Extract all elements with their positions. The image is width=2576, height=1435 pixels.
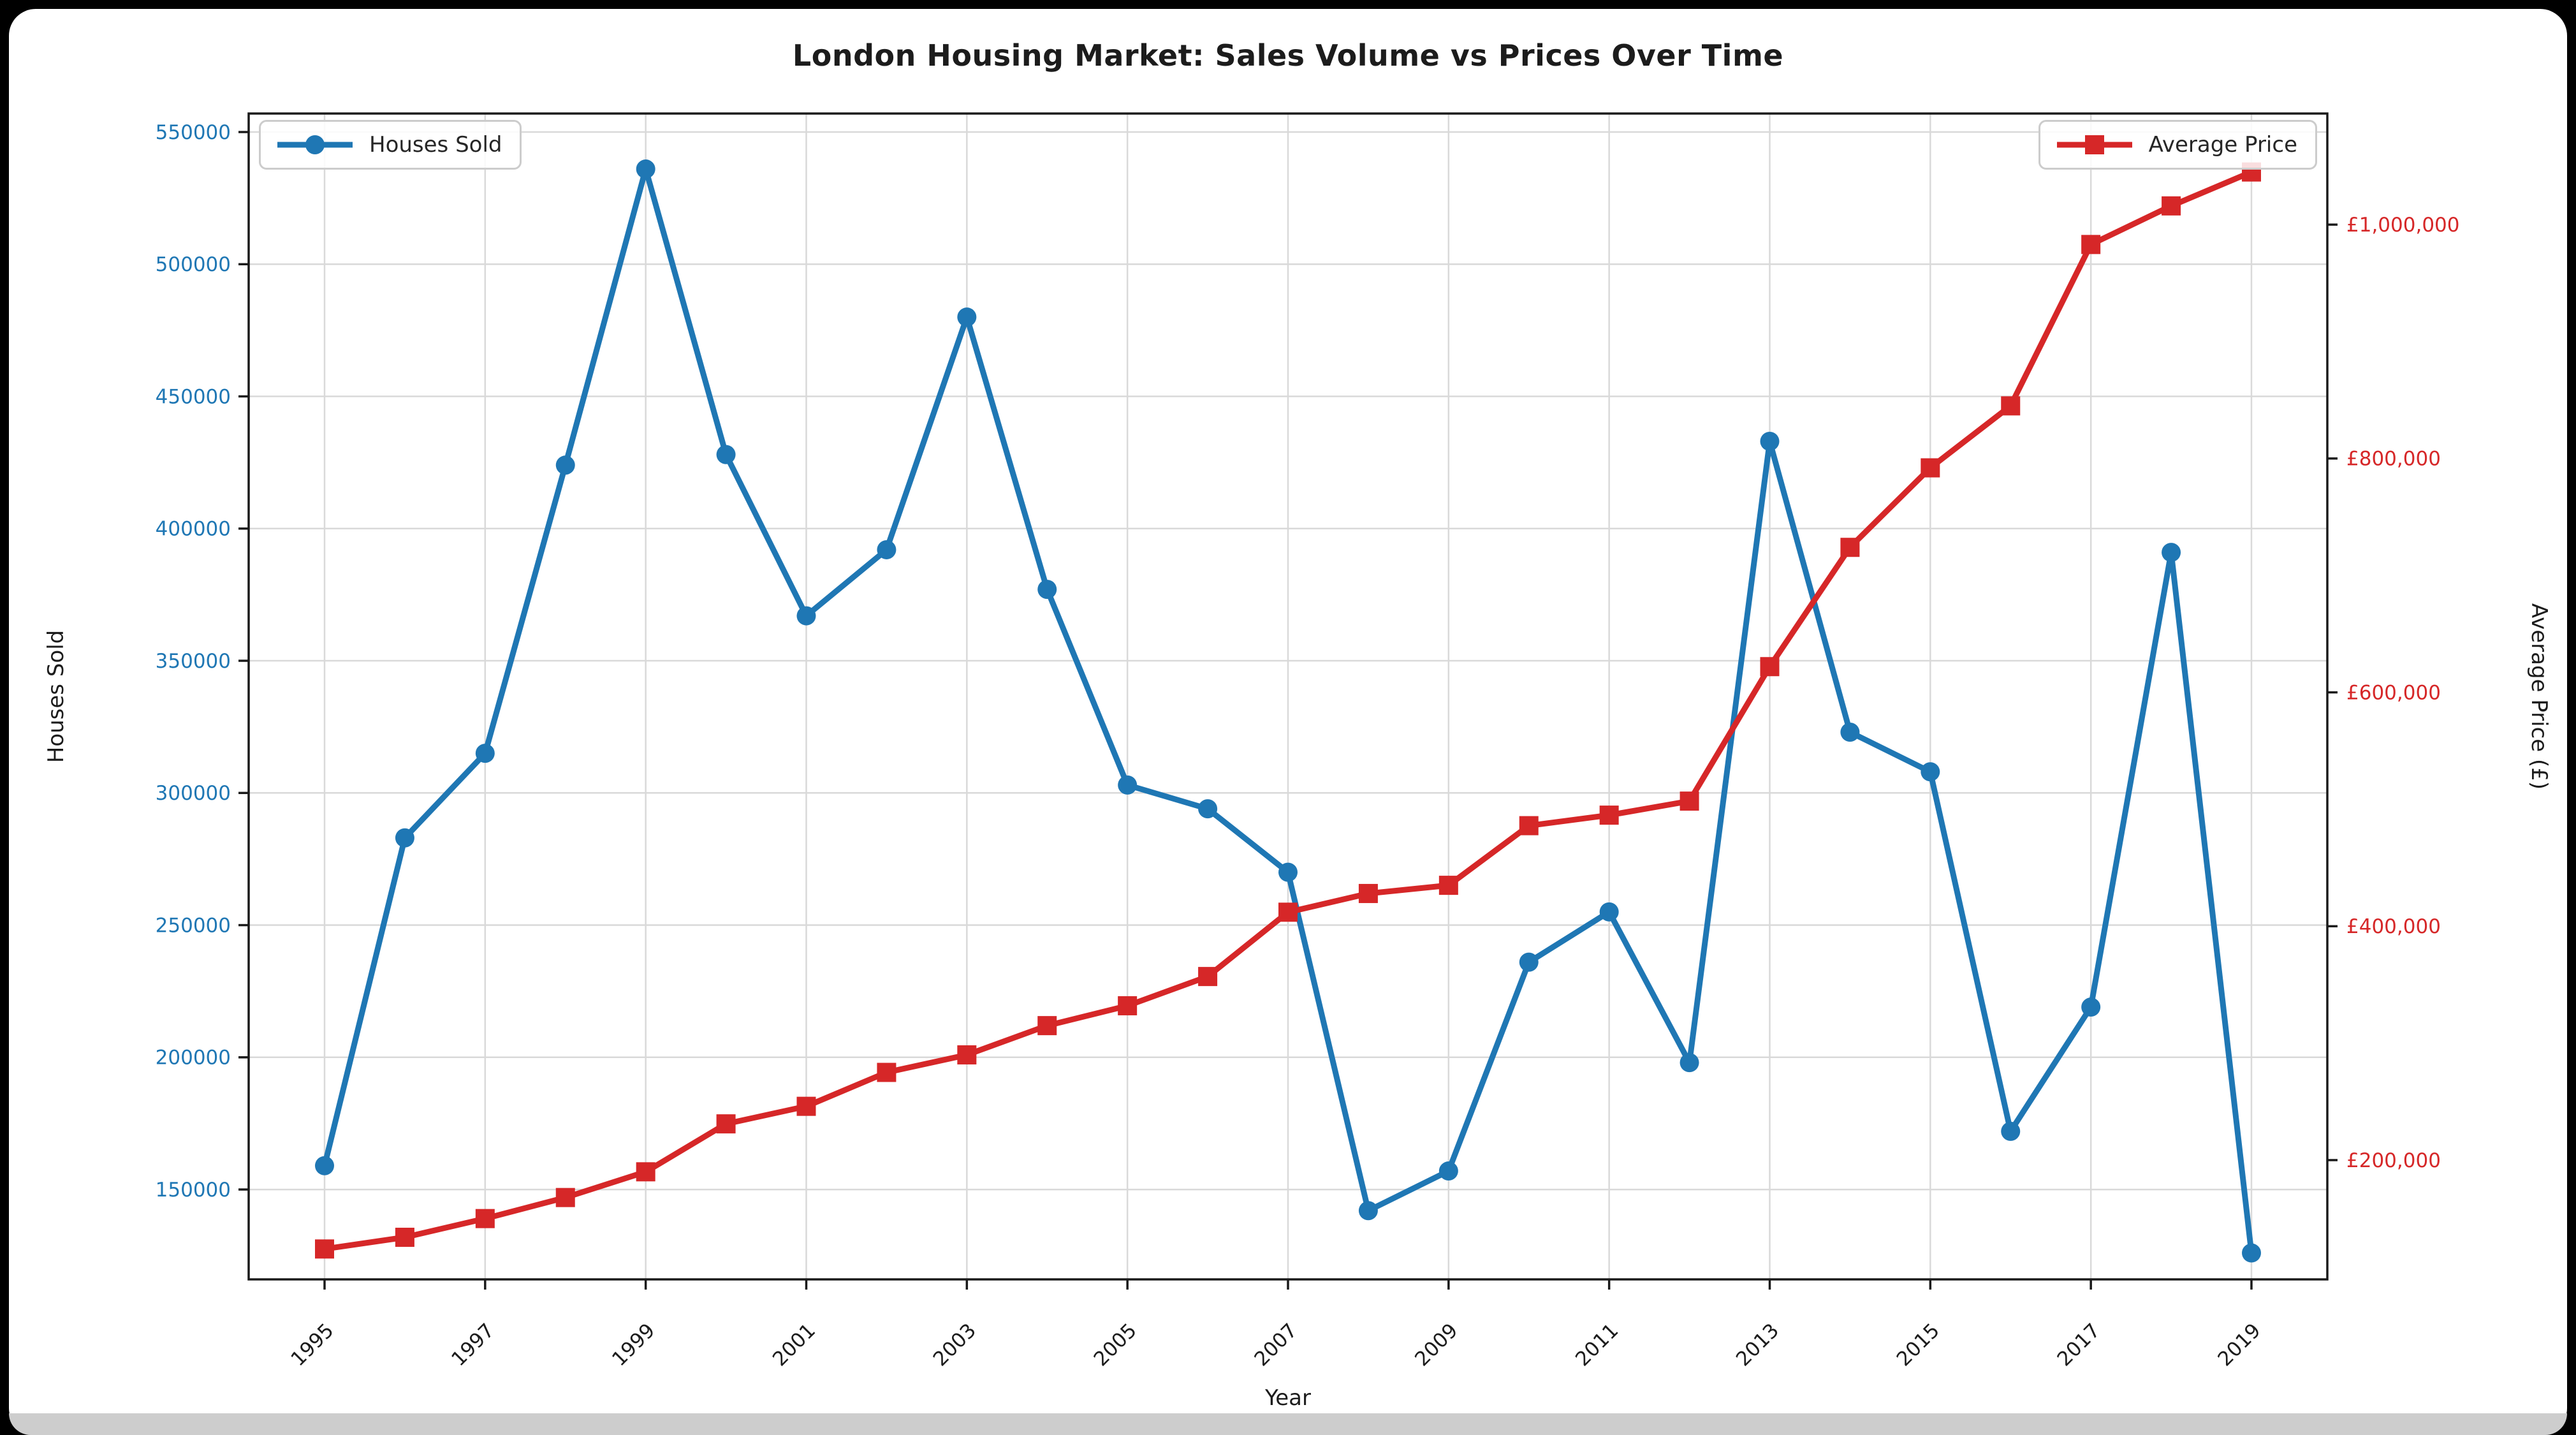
y-axis-label-right: Average Price (£) <box>2526 603 2552 790</box>
x-tick-label: 2007 <box>1250 1319 1301 1371</box>
data-point-circle <box>315 1156 334 1175</box>
data-point-circle <box>1760 431 1780 451</box>
data-point-square <box>2081 235 2101 254</box>
left-tick-label: 400000 <box>156 518 231 541</box>
footer-strip <box>9 1413 2567 1435</box>
data-point-square <box>475 1209 495 1228</box>
left-tick-label: 150000 <box>156 1179 231 1202</box>
plot-spines <box>247 112 2329 1281</box>
data-point-circle <box>1599 902 1619 922</box>
data-point-circle <box>1358 1201 1378 1221</box>
data-point-circle <box>2081 997 2101 1017</box>
data-point-circle <box>1519 952 1539 972</box>
data-point-square <box>2162 196 2181 216</box>
data-point-square <box>796 1096 816 1116</box>
data-point-square <box>1680 791 1699 811</box>
data-point-square <box>1037 1016 1057 1036</box>
x-tick-label: 1999 <box>608 1319 659 1371</box>
left-tick-label: 550000 <box>156 121 231 144</box>
data-point-circle <box>2001 1121 2021 1141</box>
data-point-square <box>395 1227 414 1247</box>
x-tick-label: 1997 <box>447 1319 499 1371</box>
data-point-square <box>1198 967 1218 987</box>
data-point-square <box>1358 883 1378 903</box>
data-point-square <box>315 1239 334 1259</box>
x-tick-label: 2005 <box>1090 1319 1141 1371</box>
data-point-circle <box>2162 543 2181 563</box>
right-tick-label: £800,000 <box>2346 448 2441 471</box>
right-tick-label: £1,000,000 <box>2346 214 2460 237</box>
data-point-square <box>877 1063 896 1082</box>
data-point-square <box>716 1114 736 1134</box>
x-tick-label: 2013 <box>1732 1319 1783 1371</box>
x-tick-label: 2001 <box>768 1319 820 1371</box>
x-tick-label: 2019 <box>2213 1319 2265 1371</box>
chart-title: London Housing Market: Sales Volume vs P… <box>792 38 1784 73</box>
legend-average-price: Average Price <box>2038 120 2317 170</box>
data-point-circle <box>1198 799 1218 819</box>
data-point-square <box>957 1045 977 1064</box>
data-point-square <box>1118 996 1138 1015</box>
data-point-circle <box>1921 762 1940 782</box>
data-point-circle <box>2242 1243 2261 1263</box>
data-point-circle <box>1278 862 1298 882</box>
left-tick-label: 450000 <box>156 385 231 408</box>
data-point-square <box>1519 816 1539 835</box>
data-point-square <box>1438 876 1458 895</box>
left-tick-label: 500000 <box>156 253 231 276</box>
data-point-circle <box>1680 1053 1699 1073</box>
data-point-square <box>1921 458 1940 478</box>
data-point-circle <box>1840 722 1860 742</box>
data-point-circle <box>395 828 414 848</box>
data-point-square <box>1278 902 1298 922</box>
x-tick-label: 2017 <box>2053 1319 2105 1371</box>
data-point-circle <box>877 540 896 559</box>
x-tick-label: 2003 <box>929 1319 981 1371</box>
right-tick-label: £600,000 <box>2346 681 2441 704</box>
legend-line-circle-icon <box>277 135 353 154</box>
data-point-square <box>636 1162 655 1182</box>
left-tick-label: 200000 <box>156 1047 231 1070</box>
data-point-circle <box>636 159 655 179</box>
data-point-square <box>1760 657 1780 677</box>
data-point-circle <box>1037 580 1057 600</box>
data-point-square <box>2001 396 2021 416</box>
left-tick-label: 350000 <box>156 650 231 673</box>
right-tick-label: £200,000 <box>2346 1149 2441 1172</box>
data-point-circle <box>796 606 816 626</box>
data-point-square <box>555 1188 575 1207</box>
x-tick-label: 2011 <box>1571 1319 1623 1371</box>
x-tick-label: 2009 <box>1410 1319 1462 1371</box>
legend-label: Average Price <box>2148 132 2297 158</box>
data-point-circle <box>716 445 736 464</box>
data-point-circle <box>957 307 977 327</box>
data-point-square <box>1599 806 1619 825</box>
left-tick-label: 300000 <box>156 782 231 805</box>
data-point-circle <box>555 455 575 475</box>
y-axis-label-left: Houses Sold <box>43 629 69 763</box>
left-tick-label: 250000 <box>156 914 231 937</box>
legend-houses-sold: Houses Sold <box>259 120 522 170</box>
data-point-circle <box>1438 1161 1458 1181</box>
x-tick-label: 1995 <box>286 1319 338 1371</box>
legend-label: Houses Sold <box>369 132 502 158</box>
x-tick-label: 2015 <box>1892 1319 1944 1371</box>
data-point-square <box>1840 538 1860 557</box>
data-point-circle <box>1118 775 1138 795</box>
x-axis-label: Year <box>1265 1385 1311 1411</box>
right-tick-label: £400,000 <box>2346 915 2441 938</box>
legend-line-square-icon <box>2056 135 2132 154</box>
data-point-circle <box>475 744 495 763</box>
